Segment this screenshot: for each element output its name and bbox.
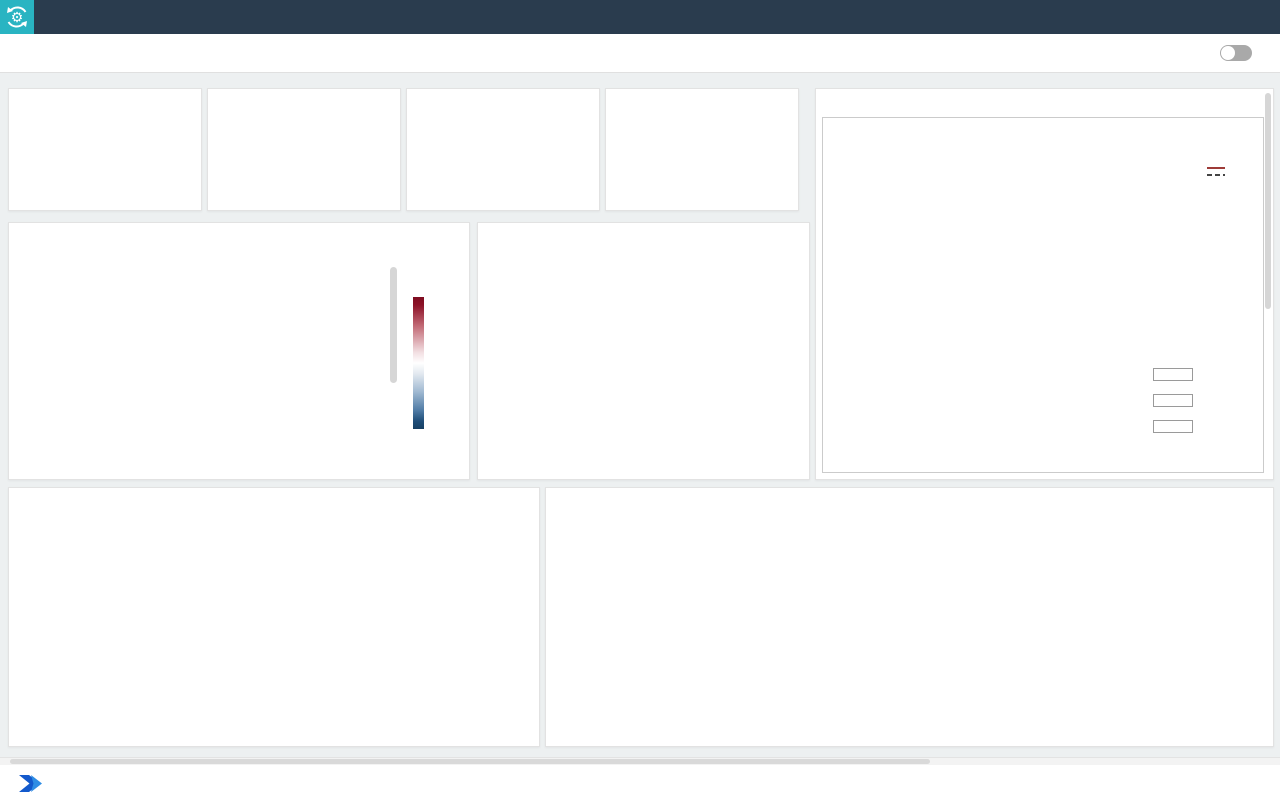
kpi-label xyxy=(407,89,599,99)
correlogram-panel xyxy=(8,222,470,480)
kpi-label xyxy=(208,89,400,99)
statistics-panel-title xyxy=(9,488,539,495)
svg-text:⚙: ⚙ xyxy=(11,9,24,25)
minitab-footer-logo-icon xyxy=(19,775,43,792)
bar-chart-panel xyxy=(477,222,810,480)
imr-chart-panel xyxy=(545,487,1274,747)
page-header xyxy=(0,34,1280,73)
top-navbar: ⚙ xyxy=(0,0,1280,34)
kpi-label xyxy=(9,89,201,99)
bar-chart xyxy=(478,247,809,477)
analysis-panel-title xyxy=(816,89,1273,96)
imr-panel-title xyxy=(546,488,1273,495)
toggle-knob xyxy=(1221,46,1235,60)
correlogram-scrollbar[interactable] xyxy=(390,267,397,383)
kpi-label xyxy=(606,89,798,99)
correlation-legend-gradient xyxy=(413,297,424,429)
minitab-connect-logo-icon: ⚙ xyxy=(0,0,34,34)
correlogram-heatmap xyxy=(9,223,469,479)
kpi-card-mean-rest-bp xyxy=(207,88,401,211)
sixpack-scrollbar[interactable] xyxy=(1265,93,1271,309)
imr-chart xyxy=(554,514,1265,742)
horizontal-scrollbar-thumb[interactable] xyxy=(10,759,930,764)
statistics-panel xyxy=(8,487,540,747)
sixpack-report xyxy=(822,117,1264,473)
kpi-card-mean-cholesterol xyxy=(406,88,600,211)
kpi-card-mean-age xyxy=(8,88,202,211)
footer xyxy=(0,765,1280,802)
auto-update-toggle[interactable] xyxy=(1220,45,1252,61)
kpi-card-mean-max-hr xyxy=(605,88,799,211)
sixpack-charts xyxy=(823,118,1263,472)
sixpack-analysis-panel xyxy=(815,88,1274,480)
bar-chart-title xyxy=(478,223,809,230)
